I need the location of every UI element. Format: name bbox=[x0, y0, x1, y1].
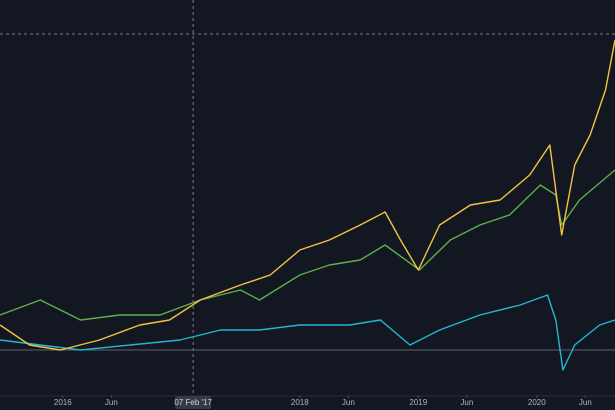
x-tick-label: Jun bbox=[579, 398, 592, 407]
x-tick-label: 2020 bbox=[528, 398, 546, 407]
series-line bbox=[0, 39, 615, 351]
crosshair-label-box bbox=[175, 396, 212, 409]
x-tick-label: Jun bbox=[460, 398, 473, 407]
series-line bbox=[0, 169, 615, 321]
x-tick-label: 2018 bbox=[291, 398, 309, 407]
x-tick-label: Jun bbox=[105, 398, 118, 407]
series-line bbox=[0, 294, 615, 371]
crosshair-label: 07 Feb '17 bbox=[174, 398, 212, 407]
x-tick-label: Jun bbox=[342, 398, 355, 407]
x-tick-label: 2019 bbox=[409, 398, 427, 407]
x-tick-label: 2016 bbox=[54, 398, 72, 407]
